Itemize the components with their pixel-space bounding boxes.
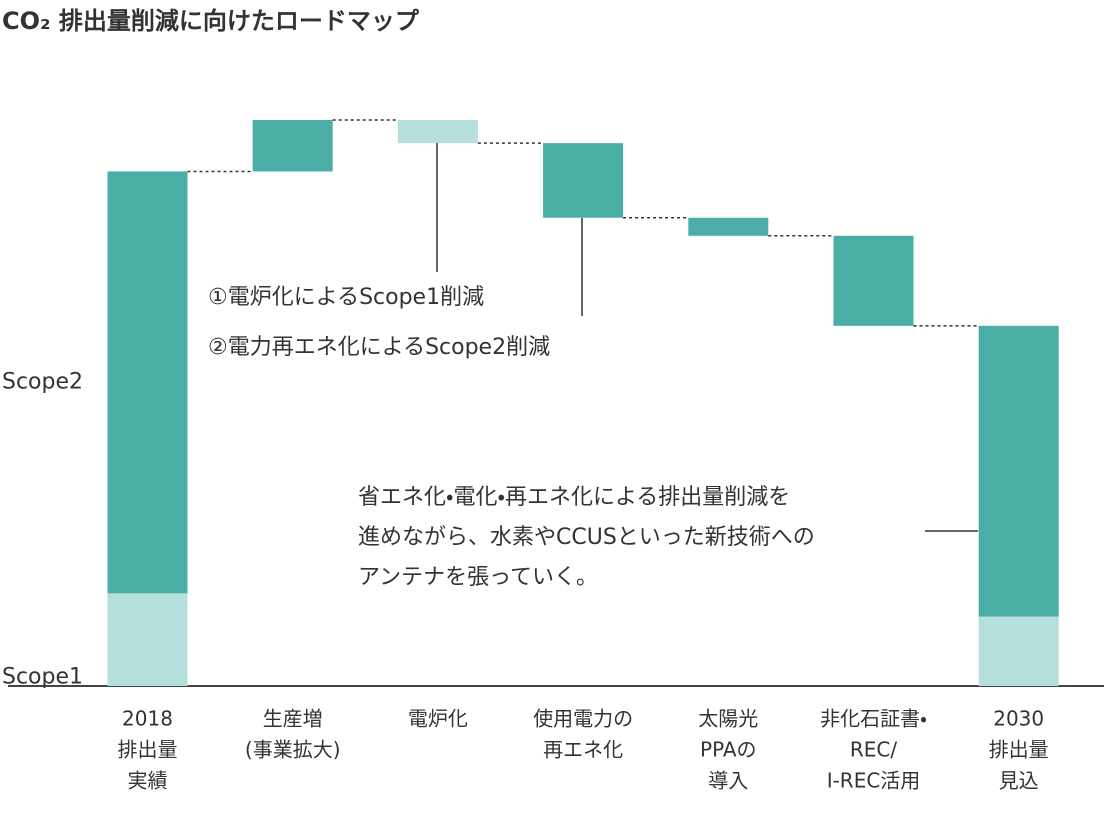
legend-label: Scope1: [2, 665, 83, 690]
x-tick-label: 排出量: [118, 738, 178, 762]
note: 進めながら、水素やCCUSといった新技術への: [358, 525, 815, 550]
x-tick-label: PPAの: [700, 738, 757, 762]
x-tick-label: 再エネ化: [543, 738, 623, 762]
x-tick-label: 導入: [708, 769, 748, 793]
x-tick-label: 非化石証書・: [820, 707, 927, 731]
x-tick-label: 2030: [993, 707, 1044, 731]
x-tick-label: 実績: [128, 769, 168, 793]
chart-title: CO₂ 排出量削減に向けたロードマップ: [2, 7, 420, 35]
x-tick-label: 電炉化: [408, 707, 468, 731]
bar-segment: [978, 616, 1059, 686]
annotation: ①電炉化によるScope1削減: [208, 285, 484, 310]
x-tick-label: 排出量: [989, 738, 1049, 762]
bar-delta: [833, 235, 914, 326]
x-tick-label: 2018: [122, 707, 173, 731]
bar-delta: [252, 120, 333, 172]
x-tick-label: (事業拡大): [245, 738, 341, 762]
bar-segment: [978, 325, 1059, 617]
x-tick-label: 使用電力の: [533, 707, 633, 731]
note: 省エネ化・電化・再エネ化による排出量削減を: [358, 485, 790, 510]
note: アンテナを張っていく。: [358, 565, 598, 590]
bar-segment: [107, 593, 188, 686]
bar-segment: [107, 171, 188, 594]
x-tick-label: I-REC活用: [827, 769, 921, 793]
x-tick-label: 太陽光: [698, 707, 758, 731]
x-tick-label: REC/: [850, 738, 897, 762]
annotation: ②電力再エネ化によるScope2削減: [208, 335, 550, 360]
bar-delta: [543, 143, 624, 218]
legend-label: Scope2: [2, 369, 83, 394]
bar-delta: [397, 120, 478, 144]
bar-delta: [688, 217, 769, 236]
x-tick-label: 見込: [999, 769, 1039, 793]
x-tick-label: 生産増: [263, 707, 323, 731]
